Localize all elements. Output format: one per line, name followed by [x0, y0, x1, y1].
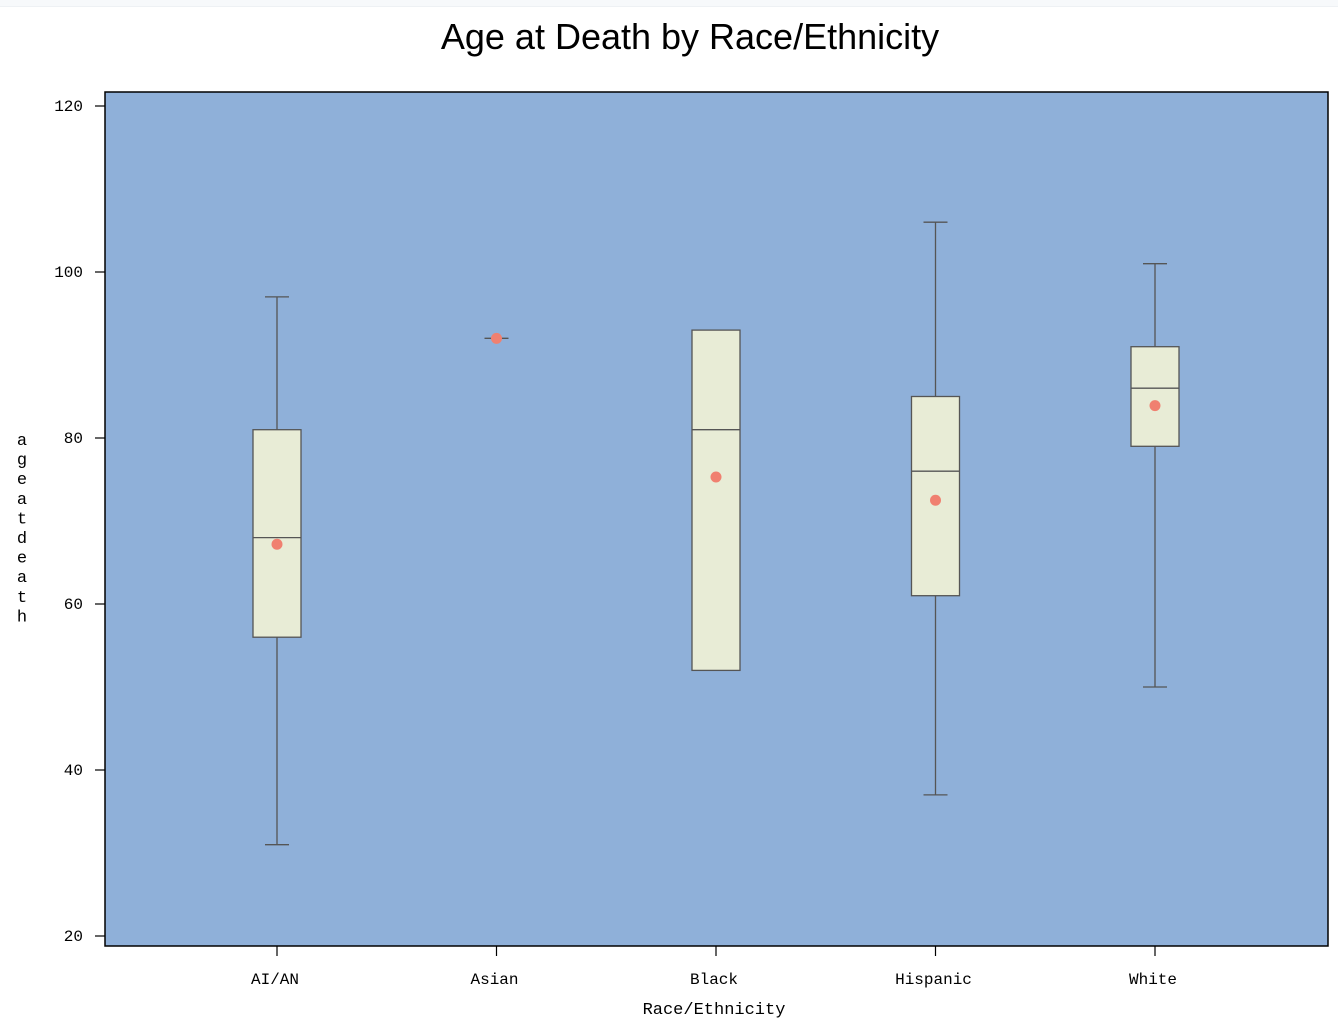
y-axis: 20 40 60 80 100 120: [54, 98, 105, 946]
box-series: [252, 221, 1180, 846]
top-bar: [0, 0, 1338, 7]
y-axis-title-letter: h: [17, 608, 27, 627]
iqr-box: [1130, 346, 1180, 447]
box-black: [691, 329, 741, 672]
box-hispanic: [910, 221, 961, 796]
y-axis-title-letter: a: [17, 432, 27, 451]
x-tick-label: White: [1129, 971, 1177, 989]
y-axis-title-letter: g: [17, 452, 27, 471]
box-asian: [484, 332, 509, 344]
y-tick-label: 20: [64, 928, 83, 946]
y-axis-title-letter: t: [17, 589, 27, 608]
y-axis-title-letter: a: [17, 569, 27, 588]
mean-marker: [271, 538, 283, 550]
iqr-box: [252, 429, 302, 638]
mean-marker: [1149, 400, 1161, 412]
x-axis-title: Race/Ethnicity: [643, 1001, 786, 1020]
iqr-box: [691, 329, 741, 672]
y-tick-label: 120: [54, 98, 83, 116]
y-axis-title-letter: a: [17, 491, 27, 510]
x-tick-label: Asian: [470, 971, 518, 989]
mean-marker: [491, 332, 502, 344]
x-tick-label: AI/AN: [251, 971, 299, 989]
y-tick-label: 60: [64, 596, 83, 614]
x-tick-label: Hispanic: [895, 971, 972, 989]
box-white: [1130, 263, 1180, 688]
box-aian: [252, 296, 302, 846]
y-tick-label: 100: [54, 264, 83, 282]
y-tick-label: 40: [64, 762, 83, 780]
y-axis-title-letter: e: [17, 550, 27, 569]
y-axis-title-letter: t: [17, 510, 27, 529]
y-axis-title-letter: e: [17, 471, 27, 490]
y-tick-label: 80: [64, 430, 83, 448]
mean-marker: [710, 471, 722, 483]
x-tick-label: Black: [690, 971, 738, 989]
y-axis-title-letter: d: [17, 530, 27, 549]
mean-marker: [930, 494, 941, 506]
chart-title: Age at Death by Race/Ethnicity: [440, 16, 940, 57]
x-axis: AI/AN Asian Black Hispanic White: [251, 946, 1177, 989]
